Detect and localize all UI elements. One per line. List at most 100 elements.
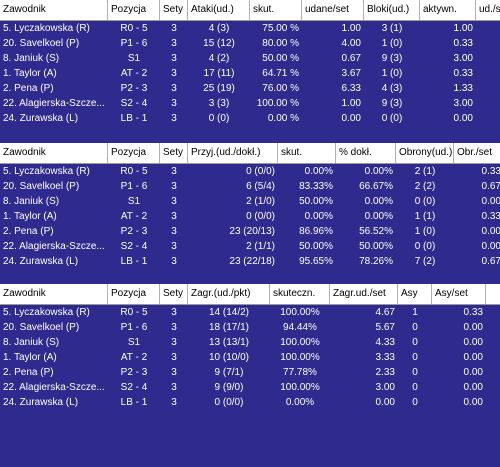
table-cell: 3: [171, 98, 177, 109]
table-cell: 4.33: [375, 337, 395, 348]
table-row[interactable]: 20. Savelkoel (P) P1 - 6 3 6 (5/4) 83.33% 66.…: [0, 179, 500, 194]
table-cell: S2 - 4: [120, 98, 148, 109]
table-cell: P2 - 3: [120, 226, 148, 237]
table-cell: 1 (0): [414, 226, 436, 237]
table-row[interactable]: 2. Pena (P) P2 - 3 3 9 (7/1) 77.78% 2.33 0 0.00: [0, 365, 500, 380]
column-header[interactable]: Obrony(ud.): [396, 143, 454, 163]
table-cell: 4 (2): [208, 53, 230, 64]
table-cell: 3: [171, 322, 177, 333]
column-header[interactable]: Zagr.ud./set: [330, 284, 398, 304]
column-header[interactable]: Asy: [398, 284, 432, 304]
table-cell: 50.00 %: [262, 53, 299, 64]
table-row[interactable]: 22. Alagierska-Szcze... S2 - 4 3 2 (1/1) 50.…: [0, 239, 500, 254]
player-name-cell: 8. Janiuk (S): [3, 196, 60, 207]
table-cell: 23 (22/18): [229, 256, 275, 267]
table-cell: 50.00%: [359, 241, 393, 252]
table-cell: 3: [171, 196, 177, 207]
column-header[interactable]: % dokł.: [336, 143, 396, 163]
player-name-cell: 8. Janiuk (S): [3, 337, 60, 348]
table-cell: 2 (2): [414, 181, 436, 192]
table-row[interactable]: 8. Janiuk (S) S1 3 2 (1/0) 50.00% 0.00% 0 (0) 0…: [0, 194, 500, 209]
serve-table: Zawodnik Pozycja Sety Zagr.(ud./pkt) skutecz…: [0, 284, 500, 410]
table-row[interactable]: 2. Pena (P) P2 - 3 3 25 (19) 76.00 % 6.33 4 (3…: [0, 81, 500, 96]
table-cell: 0.00: [463, 382, 483, 393]
table-cell: 6 (5/4): [246, 181, 275, 192]
table-cell: 3: [171, 38, 177, 49]
column-header[interactable]: ud./set: [476, 0, 500, 20]
table-cell: 75.00 %: [262, 23, 299, 34]
column-header[interactable]: Sety: [160, 143, 188, 163]
player-name-cell: 24. Zurawska (L): [3, 397, 79, 408]
table-row[interactable]: 2. Pena (P) P2 - 3 3 23 (20/13) 86.96% 56.52%…: [0, 224, 500, 239]
table-cell: 3: [171, 113, 177, 124]
column-header[interactable]: skut.: [278, 143, 336, 163]
table-cell: S2 - 4: [120, 382, 148, 393]
table-header: Zawodnik Pozycja Sety Przyj.(ud./dokł.) skut…: [0, 143, 500, 164]
table-cell: R0 - 5: [120, 307, 148, 318]
table-row[interactable]: 22. Alagierska-Szcze... S2 - 4 3 3 (3) 100.0…: [0, 96, 500, 111]
table-cell: 3: [171, 226, 177, 237]
table-row[interactable]: 5. Lyczakowska (R) R0 - 5 3 0 (0/0) 0.00% 0.0…: [0, 164, 500, 179]
table-row[interactable]: 5. Lyczakowska (R) R0 - 5 3 14 (14/2) 100.00…: [0, 305, 500, 320]
player-name-cell: 2. Pena (P): [3, 83, 54, 94]
column-header[interactable]: udane/set: [302, 0, 364, 20]
table-cell: 0 (0/0): [246, 166, 275, 177]
player-name-cell: 5. Lyczakowska (R): [3, 166, 90, 177]
column-header[interactable]: Sety: [160, 284, 188, 304]
column-header[interactable]: Zawodnik: [0, 0, 108, 20]
table-cell: 0.00: [463, 337, 483, 348]
column-header[interactable]: Pozycja: [108, 143, 160, 163]
table-row[interactable]: 1. Taylor (A) AT - 2 3 10 (10/0) 100.00% 3.33…: [0, 350, 500, 365]
table-row[interactable]: 20. Savelkoel (P) P1 - 6 3 18 (17/1) 94.44% 5…: [0, 320, 500, 335]
table-cell: LB - 1: [120, 256, 148, 267]
table-row[interactable]: 8. Janiuk (S) S1 3 4 (2) 50.00 % 0.67 9 (3) 3.0…: [0, 51, 500, 66]
column-header[interactable]: Pozycja: [108, 0, 160, 20]
table-cell: 4.00: [341, 38, 361, 49]
table-cell: AT - 2: [120, 352, 148, 363]
column-header[interactable]: Zawodnik: [0, 143, 108, 163]
table-cell: 83.33%: [299, 181, 333, 192]
table-row[interactable]: 20. Savelkoel (P) P1 - 6 3 15 (12) 80.00 % 4.…: [0, 36, 500, 51]
column-header[interactable]: Obr./set: [454, 143, 500, 163]
table-cell: 0: [412, 397, 418, 408]
column-header[interactable]: Asy/set: [432, 284, 486, 304]
table-row[interactable]: 24. Zurawska (L) LB - 1 3 23 (22/18) 95.65% 7…: [0, 254, 500, 269]
table-cell: 10 (10/0): [208, 352, 250, 363]
table-row[interactable]: 22. Alagierska-Szcze... S2 - 4 3 9 (9/0) 100…: [0, 380, 500, 395]
column-header[interactable]: Przyj.(ud./dokł.): [188, 143, 278, 163]
column-header[interactable]: Bloki(ud.): [364, 0, 420, 20]
column-header[interactable]: Zagr.(ud./pkt): [188, 284, 270, 304]
table-cell: 0.00%: [364, 166, 393, 177]
table-row[interactable]: 8. Janiuk (S) S1 3 13 (13/1) 100.00% 4.33 0 0.0…: [0, 335, 500, 350]
column-header[interactable]: aktywn.: [420, 0, 476, 20]
table-row[interactable]: 1. Taylor (A) AT - 2 3 0 (0/0) 0.00% 0.00% 1 (…: [0, 209, 500, 224]
table-row[interactable]: 1. Taylor (A) AT - 2 3 17 (11) 64.71 % 3.67 1 …: [0, 66, 500, 81]
table-cell: 3: [171, 337, 177, 348]
table-cell: 1.00: [476, 51, 500, 66]
table-cell: 100.00%: [280, 352, 320, 363]
column-header[interactable]: Ataki(ud.): [188, 0, 250, 20]
column-header[interactable]: skuteczn.: [270, 284, 330, 304]
player-name-cell: 24. Zurawska (L): [3, 256, 79, 267]
table-cell: 3: [171, 256, 177, 267]
table-row[interactable]: 5. Lyczakowska (R) R0 - 5 3 4 (3) 75.00 % 1.0…: [0, 21, 500, 36]
table-cell: 0.00%: [304, 166, 333, 177]
player-name-cell: 8. Janiuk (S): [3, 53, 60, 64]
table-cell: 3: [171, 367, 177, 378]
table-cell: S1: [127, 337, 141, 348]
table-row[interactable]: 24. Zurawska (L) LB - 1 3 0 (0/0) 0.00% 0.00 0…: [0, 395, 500, 410]
column-header[interactable]: Zawodnik: [0, 284, 108, 304]
table-cell: 0.33: [481, 166, 500, 177]
table-cell: 4.67: [375, 307, 395, 318]
table-cell: AT - 2: [120, 68, 148, 79]
table-cell: 4 (3): [208, 23, 230, 34]
column-header[interactable]: Pozycja: [108, 284, 160, 304]
table-row[interactable]: 24. Zurawska (L) LB - 1 3 0 (0) 0.00 % 0.00 0 …: [0, 111, 500, 126]
column-header[interactable]: Sety: [160, 0, 188, 20]
column-header[interactable]: skut.: [250, 0, 302, 20]
table-cell: LB - 1: [120, 113, 148, 124]
table-cell: 0.67: [481, 181, 500, 192]
table-cell: 78.26%: [359, 256, 393, 267]
table-cell: 3: [171, 166, 177, 177]
table-cell: 3: [171, 211, 177, 222]
